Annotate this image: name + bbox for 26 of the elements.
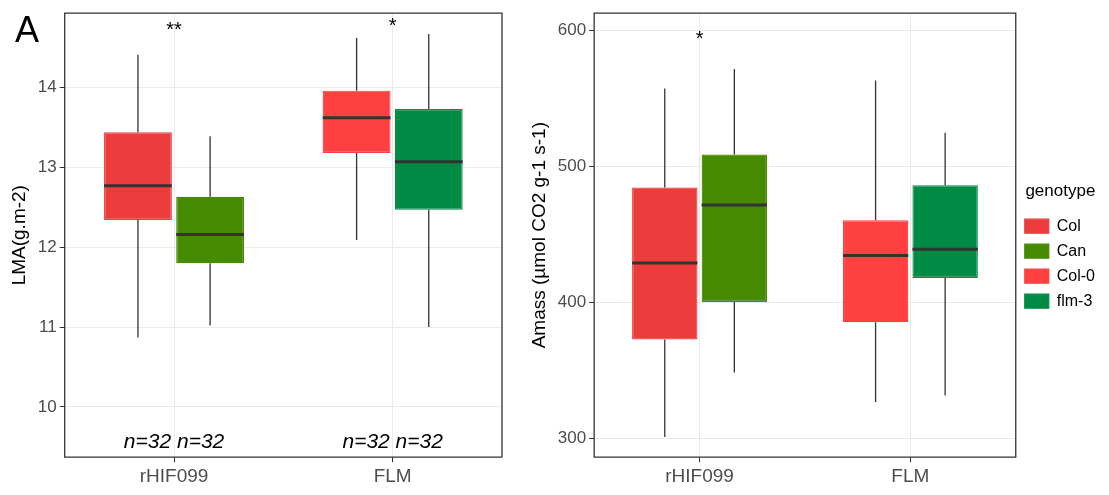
y-axis-title: LMA(g.m-2) [7, 185, 29, 286]
legend-label: Col [1056, 216, 1081, 234]
annotation: n=32 n=32 [342, 428, 444, 452]
legend-label: Can [1056, 241, 1087, 259]
y-axis-title: Amass (µmol CO2 g-1 s-1) [527, 122, 549, 349]
annotation: * [388, 14, 397, 37]
y-tick-label: 13 [37, 157, 57, 177]
annotation: n=32 n=32 [123, 428, 225, 452]
x-tick-label: FLM [891, 464, 930, 486]
x-tick-label: FLM [373, 464, 412, 486]
legend-label: Col-0 [1056, 266, 1096, 284]
annotation: ** [166, 18, 183, 41]
x-tick-label: rHIF099 [139, 464, 209, 486]
annotation: * [695, 27, 704, 50]
text: A [15, 9, 40, 50]
x-tick-label: rHIF099 [665, 464, 734, 486]
y-tick-label: 11 [39, 316, 57, 336]
legend-title: genotype [1025, 180, 1096, 200]
legend-label: flm-3 [1056, 291, 1093, 309]
y-tick-label: 14 [37, 77, 57, 97]
y-tick-label: 400 [557, 291, 587, 311]
y-tick-label: 12 [37, 236, 57, 256]
y-tick-label: 600 [557, 20, 587, 40]
y-tick-label: 300 [557, 427, 587, 447]
y-tick-label: 500 [557, 156, 587, 176]
y-tick-label: 10 [37, 396, 57, 416]
